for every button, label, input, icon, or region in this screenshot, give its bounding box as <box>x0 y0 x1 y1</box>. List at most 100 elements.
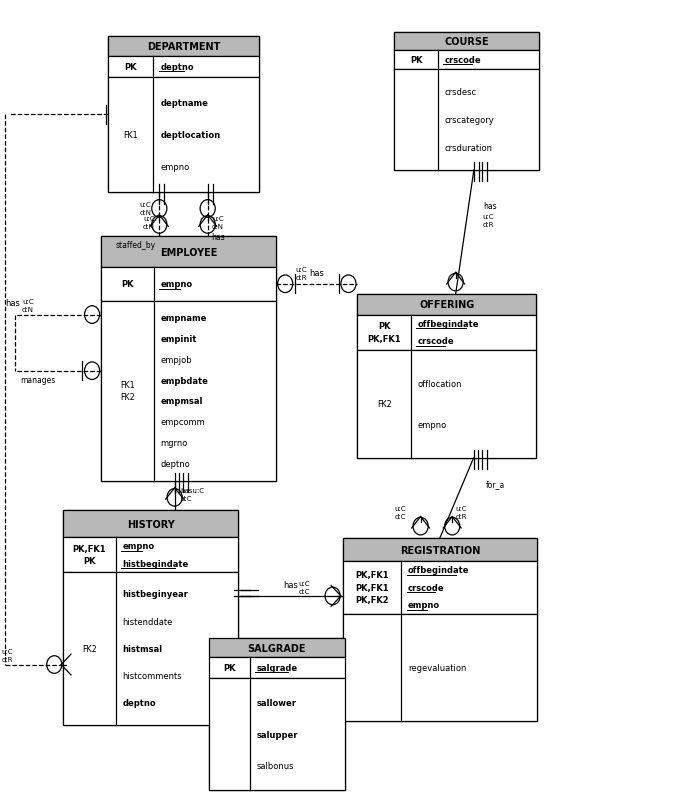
Bar <box>357 350 536 459</box>
Text: has: has <box>483 202 496 211</box>
Text: FK2: FK2 <box>82 644 97 653</box>
Text: HISTORY: HISTORY <box>127 519 175 529</box>
Text: salgrade: salgrade <box>257 663 298 672</box>
Text: for_a: for_a <box>486 480 505 488</box>
Text: deptlocation: deptlocation <box>160 132 220 140</box>
Text: deptname: deptname <box>160 99 208 108</box>
Bar <box>395 34 539 171</box>
Text: d:R: d:R <box>483 221 494 228</box>
Text: d:N: d:N <box>143 224 155 229</box>
Text: FK1
FK2: FK1 FK2 <box>120 380 135 402</box>
Text: histcomments: histcomments <box>123 671 182 680</box>
Text: histmsal: histmsal <box>123 644 163 653</box>
Text: manages: manages <box>21 375 56 384</box>
Bar <box>357 294 536 315</box>
Text: hasu:C: hasu:C <box>180 487 204 493</box>
Text: offlocation: offlocation <box>418 379 462 388</box>
Bar <box>108 57 259 79</box>
Text: REGISTRATION: REGISTRATION <box>400 545 480 555</box>
Text: d:N: d:N <box>212 224 224 229</box>
Text: d:R: d:R <box>455 513 467 520</box>
Bar <box>108 38 259 193</box>
Text: PK: PK <box>121 280 134 289</box>
Text: crscode: crscode <box>444 55 481 64</box>
Text: sallower: sallower <box>257 699 297 707</box>
Text: PK,FK1
PK,FK1
PK,FK2: PK,FK1 PK,FK1 PK,FK2 <box>355 571 389 605</box>
Bar <box>209 638 345 790</box>
Bar <box>63 573 239 725</box>
Text: crsduration: crsduration <box>444 144 493 153</box>
Text: histenddate: histenddate <box>123 617 173 626</box>
Text: u:C: u:C <box>22 299 34 305</box>
Bar <box>101 237 276 268</box>
Text: staffed_by: staffed_by <box>116 241 156 249</box>
Text: u:C: u:C <box>295 266 307 273</box>
Text: regevaluation: regevaluation <box>408 662 466 672</box>
Text: d:C: d:C <box>395 513 406 520</box>
Bar <box>343 538 537 561</box>
Bar <box>343 561 537 614</box>
Text: COURSE: COURSE <box>444 37 489 47</box>
Text: empno: empno <box>161 280 193 289</box>
Text: FK2: FK2 <box>377 400 391 409</box>
Bar <box>395 70 539 171</box>
Text: salupper: salupper <box>257 730 298 739</box>
Text: u:C: u:C <box>144 216 155 221</box>
Text: empinit: empinit <box>161 334 197 343</box>
Text: d:R: d:R <box>295 274 307 281</box>
Text: EMPLOYEE: EMPLOYEE <box>160 247 217 257</box>
Text: PK
PK,FK1: PK PK,FK1 <box>367 322 401 343</box>
Text: FK1: FK1 <box>124 132 138 140</box>
Text: OFFERING: OFFERING <box>419 300 474 310</box>
Text: d:R: d:R <box>1 656 13 662</box>
Text: has: has <box>211 233 225 241</box>
Text: empcomm: empcomm <box>161 418 205 427</box>
Text: DEPARTMENT: DEPARTMENT <box>147 42 220 52</box>
Text: histbeginyear: histbeginyear <box>123 589 188 598</box>
Text: d:N: d:N <box>22 307 34 313</box>
Text: empno: empno <box>418 421 447 430</box>
Text: u:C: u:C <box>140 202 151 208</box>
Text: empno: empno <box>123 541 155 550</box>
Text: mgrno: mgrno <box>161 439 188 448</box>
Bar <box>343 614 537 721</box>
Text: deptno: deptno <box>160 63 194 72</box>
Bar <box>209 678 345 790</box>
Text: u:C: u:C <box>483 213 495 220</box>
Text: crscategory: crscategory <box>444 115 495 124</box>
Bar <box>101 237 276 481</box>
Text: u:C: u:C <box>213 216 224 221</box>
Text: offbegindate: offbegindate <box>418 319 480 329</box>
Text: has: has <box>284 581 298 589</box>
Text: empbdate: empbdate <box>161 376 208 385</box>
Text: crsdesc: crsdesc <box>444 87 477 96</box>
Text: empno: empno <box>160 163 189 172</box>
Text: offbegindate: offbegindate <box>408 565 469 574</box>
Text: empname: empname <box>161 314 207 322</box>
Bar <box>395 34 539 51</box>
Text: has: has <box>5 298 20 308</box>
Text: PK,FK1
PK: PK,FK1 PK <box>72 544 106 565</box>
Text: d:N: d:N <box>139 210 152 216</box>
Bar <box>395 51 539 70</box>
Text: u:C: u:C <box>298 580 310 586</box>
Text: empjob: empjob <box>161 355 192 364</box>
Text: has: has <box>309 269 324 277</box>
Text: empmsal: empmsal <box>161 397 203 406</box>
Text: u:C: u:C <box>395 505 406 512</box>
Bar <box>63 511 239 725</box>
Bar <box>357 315 536 350</box>
Text: deptno: deptno <box>161 460 190 468</box>
Text: deptno: deptno <box>123 699 157 707</box>
Text: empno: empno <box>408 601 440 610</box>
Bar <box>209 638 345 658</box>
Text: PK: PK <box>223 663 235 672</box>
Text: histbegindate: histbegindate <box>123 559 189 568</box>
Text: u:C: u:C <box>455 505 467 512</box>
Text: PK: PK <box>410 55 422 64</box>
Text: d:C: d:C <box>298 588 310 594</box>
Bar <box>108 79 259 193</box>
Bar <box>209 658 345 678</box>
Text: u:C: u:C <box>1 648 13 654</box>
Text: crscode: crscode <box>408 583 444 592</box>
